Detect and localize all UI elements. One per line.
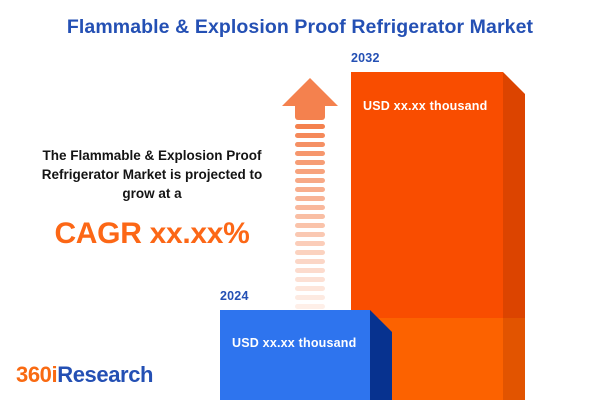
- arrow-stripe: [295, 196, 325, 201]
- arrow-stripe: [295, 295, 325, 300]
- bar-year-label-2032: 2032: [351, 51, 380, 65]
- bar-side-face-2024: [370, 310, 392, 400]
- bar-year-label-2024: 2024: [220, 289, 249, 303]
- arrow-stripe: [295, 178, 325, 183]
- arrow-stripe: [295, 259, 325, 264]
- caption-line-1: The Flammable & Explosion Proof: [42, 148, 262, 163]
- arrow-stripe: [295, 250, 325, 255]
- arrow-stripe: [295, 160, 325, 165]
- caption-text: The Flammable & Explosion Proof Refriger…: [26, 146, 278, 203]
- arrow-stripe: [295, 304, 325, 309]
- bar-value-label-2024: USD xx.xx thousand: [232, 336, 357, 350]
- arrow-head-icon: [282, 78, 338, 106]
- arrow-stripe: [295, 214, 325, 219]
- up-arrow-growth-icon: [282, 78, 338, 327]
- arrow-stripe: [295, 277, 325, 282]
- arrow-stripe: [295, 241, 325, 246]
- caption-block: The Flammable & Explosion Proof Refriger…: [26, 146, 278, 251]
- arrow-neck: [295, 106, 325, 120]
- arrow-stripe: [295, 133, 325, 138]
- arrow-stripe: [295, 205, 325, 210]
- arrow-stripe: [295, 223, 325, 228]
- arrow-stripe: [295, 169, 325, 174]
- bar-front-face-2024: [220, 310, 370, 400]
- arrow-stripe: [295, 142, 325, 147]
- cagr-value: CAGR xx.xx%: [54, 217, 250, 250]
- caption-line-3: grow at a: [122, 186, 182, 201]
- brand-logo: 360iResearch: [16, 362, 153, 388]
- bar-value-label-2032: USD xx.xx thousand: [363, 99, 488, 113]
- arrow-stripe: [295, 151, 325, 156]
- brand-logo-360i: 360i: [16, 362, 58, 387]
- brand-logo-research: Research: [57, 362, 154, 387]
- page-title: Flammable & Explosion Proof Refrigerator…: [66, 16, 534, 38]
- arrow-stripe: [295, 268, 325, 273]
- arrow-stripe: [295, 286, 325, 291]
- arrow-stripe: [295, 232, 325, 237]
- arrow-stripe: [295, 124, 325, 129]
- caption-line-2: Refrigerator Market is projected to: [41, 167, 263, 182]
- arrow-stripe: [295, 187, 325, 192]
- bar-side-face-lower-2032: [503, 318, 525, 400]
